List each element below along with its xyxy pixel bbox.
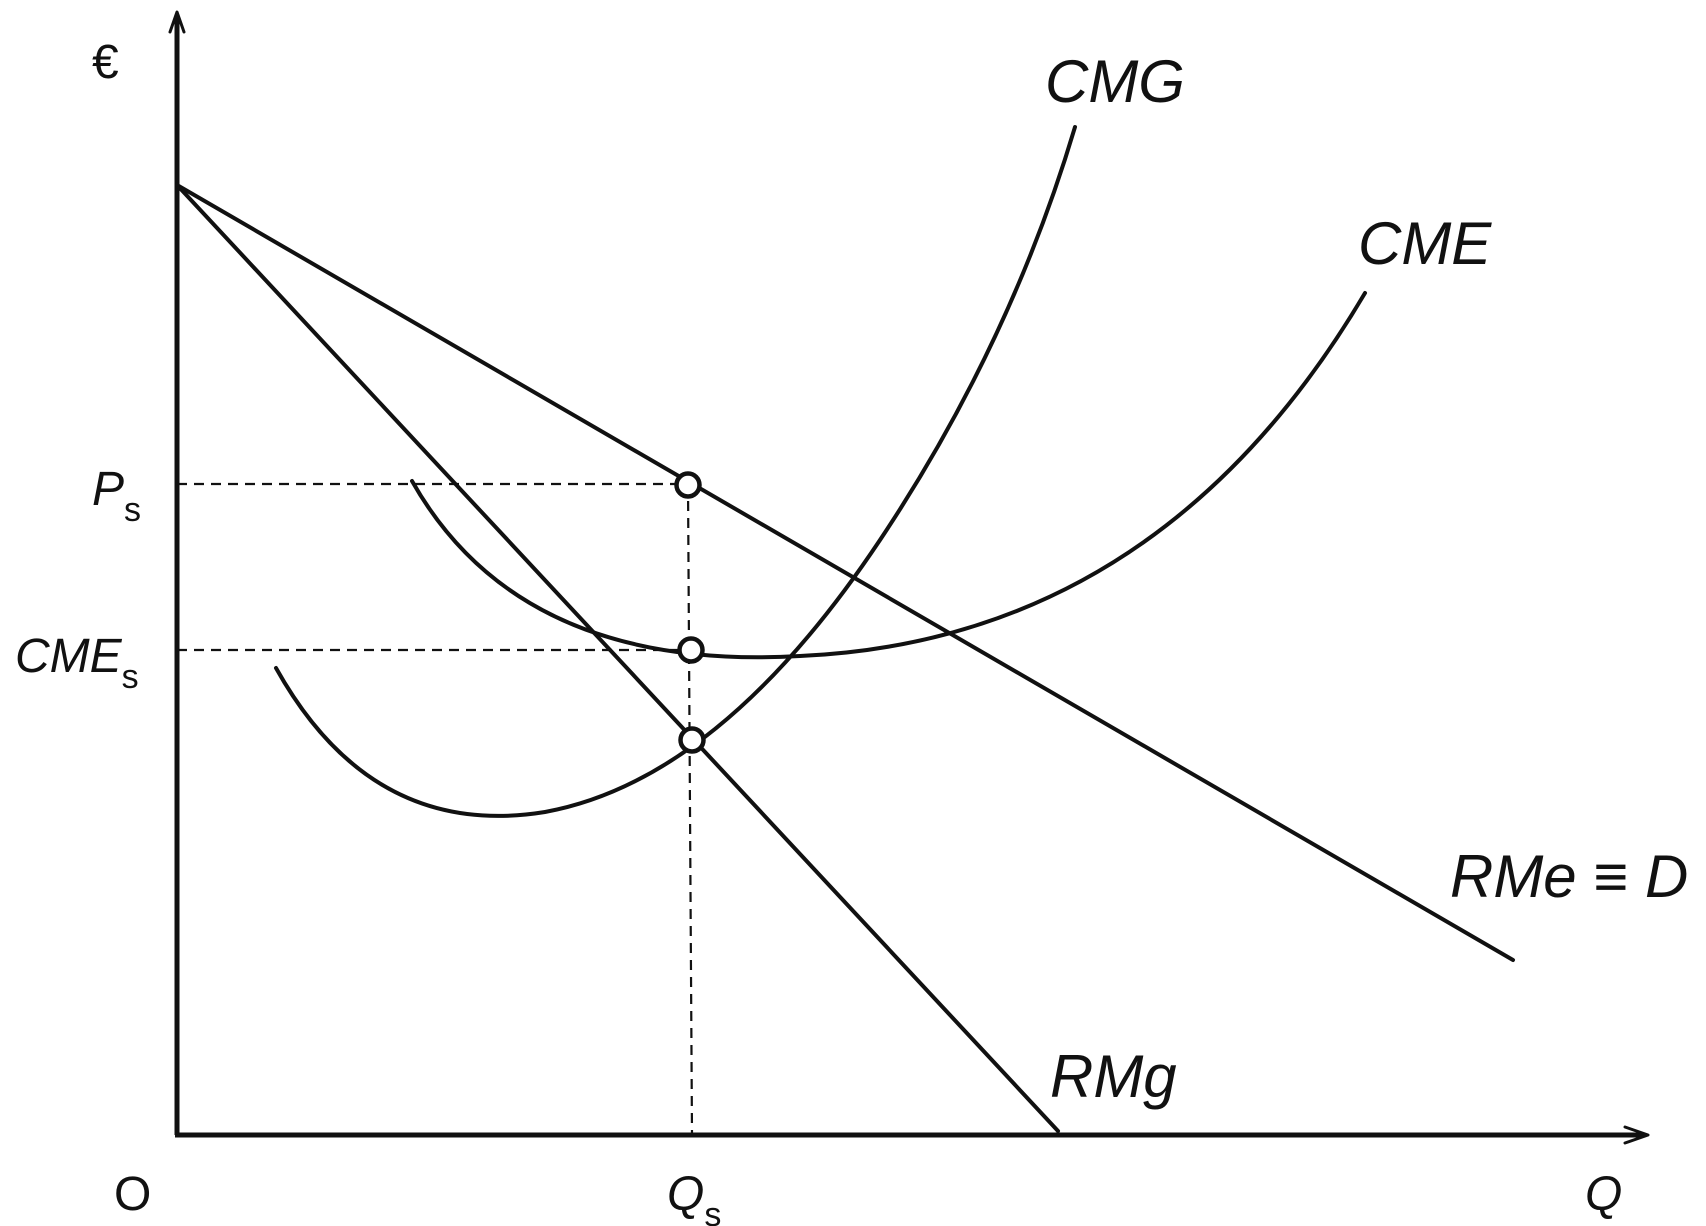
price-level-label: Ps — [92, 463, 141, 529]
origin-label: O — [114, 1168, 151, 1221]
price-point-marker — [674, 471, 702, 499]
quantity-level-label: Qs — [667, 1168, 721, 1226]
x-axis-arrowhead — [1623, 1125, 1650, 1145]
rmg-curve-label: RMg — [1050, 1043, 1177, 1110]
cme-curve-label: CME — [1358, 210, 1492, 277]
y-axis-arrowhead — [168, 10, 186, 34]
rmg-curve — [175, 183, 1060, 1133]
average-cost-point-marker — [677, 636, 705, 664]
cmg-curve-label: CMG — [1045, 48, 1185, 115]
rme-demand-curve — [175, 183, 1515, 962]
rme-demand-curve-label: RMe ≡ D — [1450, 843, 1688, 910]
equilibrium-point-marker — [678, 726, 706, 754]
cmg-curve — [274, 125, 1077, 818]
quantity-guide-line — [686, 483, 694, 1136]
average-cost-level-label: CMEs — [15, 630, 139, 696]
y-axis-unit-label: € — [92, 36, 119, 89]
x-axis-label: Q — [1585, 1168, 1622, 1221]
cme-curve — [410, 291, 1367, 660]
